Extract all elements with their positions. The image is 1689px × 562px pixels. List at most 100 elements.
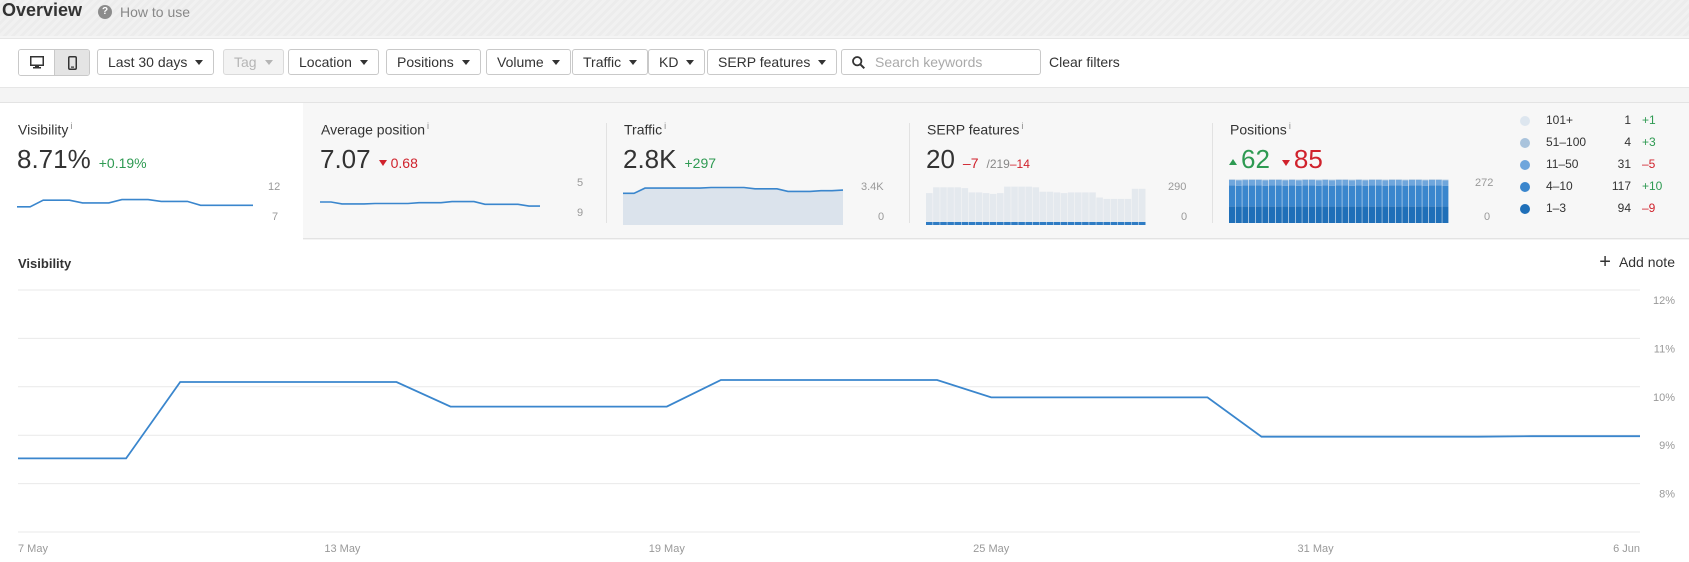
positions-bar-segment xyxy=(1355,179,1362,186)
positions-bar-segment xyxy=(1335,179,1342,180)
axis-label-top: 3.4K xyxy=(861,181,884,193)
card-visibility[interactable]: Visibility i 8.71% +0.19% 12 7 xyxy=(0,103,303,240)
positions-bar-segment xyxy=(1229,179,1236,180)
serp-bar xyxy=(926,193,933,225)
card-average-position[interactable]: Average position i 7.07 0.68 5 9 xyxy=(303,103,606,240)
positions-bar-segment xyxy=(1355,185,1362,207)
legend-row[interactable]: 4–10 117 +10 xyxy=(1516,177,1686,199)
positions-bar-segment xyxy=(1282,179,1289,180)
axis-label-bottom: 0 xyxy=(1484,211,1491,223)
positions-bar-segment xyxy=(1442,206,1449,223)
legend-row[interactable]: 51–100 4 +3 xyxy=(1516,133,1686,155)
tag-dropdown[interactable]: Tag xyxy=(223,49,284,75)
serp-bar-highlight xyxy=(1039,222,1047,225)
positions-bar-segment xyxy=(1442,180,1449,186)
mobile-device-button[interactable] xyxy=(54,50,89,75)
card-divider xyxy=(909,123,910,223)
serp-features-dropdown[interactable]: SERP features xyxy=(707,49,838,75)
search-keywords-input[interactable] xyxy=(875,54,1035,70)
legend-row[interactable]: 1–3 94 –9 xyxy=(1516,199,1686,221)
caret-down-icon xyxy=(629,59,638,65)
card-positions[interactable]: Positions i 62 85 272 0 101+ 1 +1 51–100 4 +3 11… xyxy=(1212,103,1689,240)
plus-icon: + xyxy=(1599,251,1611,273)
metric-cards: Visibility i 8.71% +0.19% 12 7 Average pos… xyxy=(0,102,1689,240)
volume-dropdown[interactable]: Volume xyxy=(486,49,571,75)
positions-bar-segment xyxy=(1289,179,1296,180)
legend-row[interactable]: 101+ 1 +1 xyxy=(1516,111,1686,133)
serp-bar xyxy=(1004,186,1011,225)
positions-bar-segment xyxy=(1349,179,1356,180)
positions-bar-segment xyxy=(1415,179,1422,180)
positions-bar-segment xyxy=(1269,185,1276,207)
card-value: 2.8K +297 xyxy=(623,144,717,174)
positions-bar-segment xyxy=(1295,206,1302,223)
axis-label-top: 5 xyxy=(577,177,584,189)
serp-bar-highlight xyxy=(1004,222,1011,225)
positions-bar-segment xyxy=(1442,185,1449,207)
positions-bar-segment xyxy=(1369,179,1376,180)
visibility-line xyxy=(18,379,1640,460)
serp-bar-highlight xyxy=(1046,222,1054,225)
legend-label: 11–50 xyxy=(1546,157,1579,171)
positions-bar-segment xyxy=(1315,180,1322,186)
positions-bar-segment xyxy=(1335,179,1342,180)
location-dropdown[interactable]: Location xyxy=(288,49,379,75)
add-note-button[interactable]: + Add note xyxy=(1599,251,1675,273)
average-position-sparkline xyxy=(320,200,540,207)
positions-bar-segment xyxy=(1269,179,1276,186)
card-serp-features[interactable]: SERP features i 20 –7/219–14 290 0 xyxy=(909,103,1212,240)
positions-bar-segment xyxy=(1355,179,1362,180)
positions-bar-segment xyxy=(1282,180,1289,186)
legend-label: 1–3 xyxy=(1546,201,1567,215)
legend-delta: –9 xyxy=(1642,201,1656,215)
positions-bar-segment xyxy=(1389,179,1396,180)
positions-bar-segment xyxy=(1375,179,1382,180)
positions-bar-segment xyxy=(1395,206,1402,223)
positions-bar-segment xyxy=(1369,206,1376,223)
card-value: 8.71% +0.19% xyxy=(17,144,147,174)
positions-bar-segment xyxy=(1255,206,1262,223)
serp-bar-highlight xyxy=(1053,222,1061,225)
axis-label-bottom: 7 xyxy=(272,211,279,223)
traffic-dropdown[interactable]: Traffic xyxy=(572,49,649,75)
positions-bar-segment xyxy=(1375,179,1382,180)
x-tick-label: 19 May xyxy=(649,543,686,555)
date-range-dropdown[interactable]: Last 30 days xyxy=(97,49,215,75)
positions-bar-segment xyxy=(1435,179,1442,180)
serp-bar-highlight xyxy=(1138,222,1146,225)
positions-bar-segment xyxy=(1422,180,1429,186)
positions-bar-segment xyxy=(1322,185,1329,207)
desktop-device-button[interactable] xyxy=(19,50,54,75)
positions-bar-segment xyxy=(1269,179,1276,180)
legend-label: 51–100 xyxy=(1546,135,1587,149)
positions-bar-segment xyxy=(1402,179,1409,181)
positions-bar-segment xyxy=(1329,179,1336,181)
positions-bar-segment xyxy=(1229,179,1236,186)
positions-label: Positions xyxy=(397,54,454,70)
card-traffic[interactable]: Traffic i 2.8K +297 3.4K 0 xyxy=(606,103,909,240)
legend-dot-icon xyxy=(1520,160,1530,170)
positions-bar-segment xyxy=(1249,179,1256,180)
serp-bar xyxy=(989,193,997,225)
how-to-use-link[interactable]: ? How to use xyxy=(98,4,190,20)
kd-dropdown[interactable]: KD xyxy=(648,49,706,75)
positions-bar-segment xyxy=(1235,179,1242,181)
positions-bar-segment xyxy=(1295,185,1302,207)
positions-bar-segment xyxy=(1235,180,1242,186)
serp-bar xyxy=(933,187,940,225)
positions-bar-segment xyxy=(1269,179,1276,180)
positions-bar-segment xyxy=(1329,180,1336,186)
serp-bar xyxy=(1089,192,1096,225)
search-icon xyxy=(852,55,865,69)
card-divider xyxy=(1212,123,1213,223)
positions-dropdown[interactable]: Positions xyxy=(386,49,481,75)
serp-bar xyxy=(961,188,969,225)
serp-bar-highlight xyxy=(1131,222,1139,225)
serp-bar-highlight xyxy=(1110,222,1118,225)
legend-label: 101+ xyxy=(1546,113,1574,127)
legend-row[interactable]: 11–50 31 –5 xyxy=(1516,155,1686,177)
y-tick-label: 11% xyxy=(1654,343,1675,355)
clear-filters-link[interactable]: Clear filters xyxy=(1049,54,1120,70)
positions-bar-segment xyxy=(1422,206,1429,223)
serp-bar xyxy=(968,192,976,225)
